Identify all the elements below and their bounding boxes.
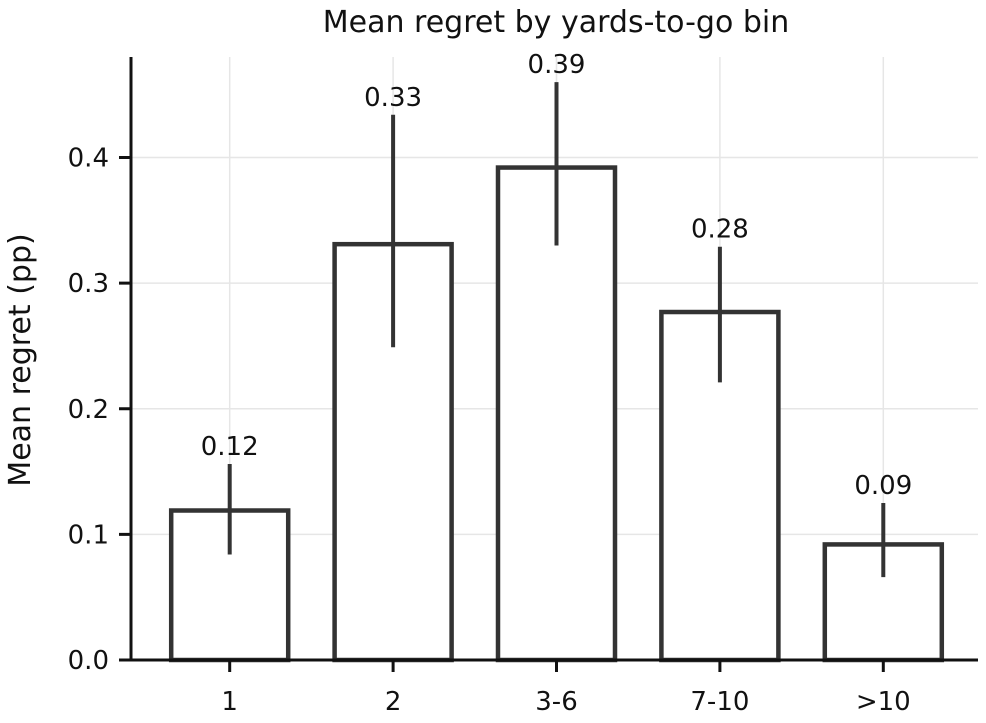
data-label: 0.09 bbox=[854, 471, 912, 501]
y-axis-label: Mean regret (pp) bbox=[3, 233, 38, 486]
data-labels: 0.12 0.33 0.39 0.28 0.09 bbox=[201, 50, 912, 501]
chart-title: Mean regret by yards-to-go bin bbox=[323, 5, 789, 40]
bars bbox=[168, 165, 945, 663]
y-tick-label: 0.3 bbox=[68, 269, 109, 299]
data-label: 0.28 bbox=[691, 215, 749, 245]
y-tick-label: 0.4 bbox=[68, 144, 109, 174]
error-bars bbox=[227, 82, 886, 578]
x-tick-label: 3-6 bbox=[535, 687, 577, 717]
x-tick-label: 2 bbox=[385, 687, 402, 717]
axes: 0.0 0.1 0.2 0.3 0.4 1 2 3-6 7-10 >10 bbox=[68, 57, 978, 717]
y-tick-label: 0.0 bbox=[68, 646, 109, 676]
y-tick-label: 0.2 bbox=[68, 395, 109, 425]
data-label: 0.12 bbox=[201, 432, 259, 462]
x-tick-label: 1 bbox=[221, 687, 238, 717]
x-tick-label: 7-10 bbox=[690, 687, 749, 717]
y-tick-label: 0.1 bbox=[68, 520, 109, 550]
data-label: 0.39 bbox=[528, 50, 586, 80]
x-tick-label: >10 bbox=[856, 687, 911, 717]
data-label: 0.33 bbox=[364, 83, 422, 113]
